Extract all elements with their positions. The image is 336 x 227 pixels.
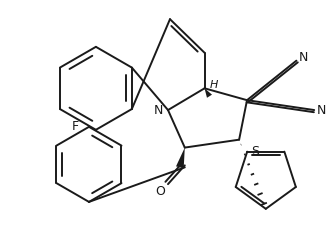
Text: S: S (251, 145, 259, 158)
Text: F: F (72, 120, 79, 133)
Polygon shape (176, 148, 185, 168)
Text: O: O (155, 185, 165, 197)
Text: N: N (317, 104, 326, 116)
Text: H: H (209, 80, 218, 90)
Text: N: N (299, 51, 308, 64)
Text: N: N (154, 104, 163, 116)
Polygon shape (205, 88, 212, 98)
